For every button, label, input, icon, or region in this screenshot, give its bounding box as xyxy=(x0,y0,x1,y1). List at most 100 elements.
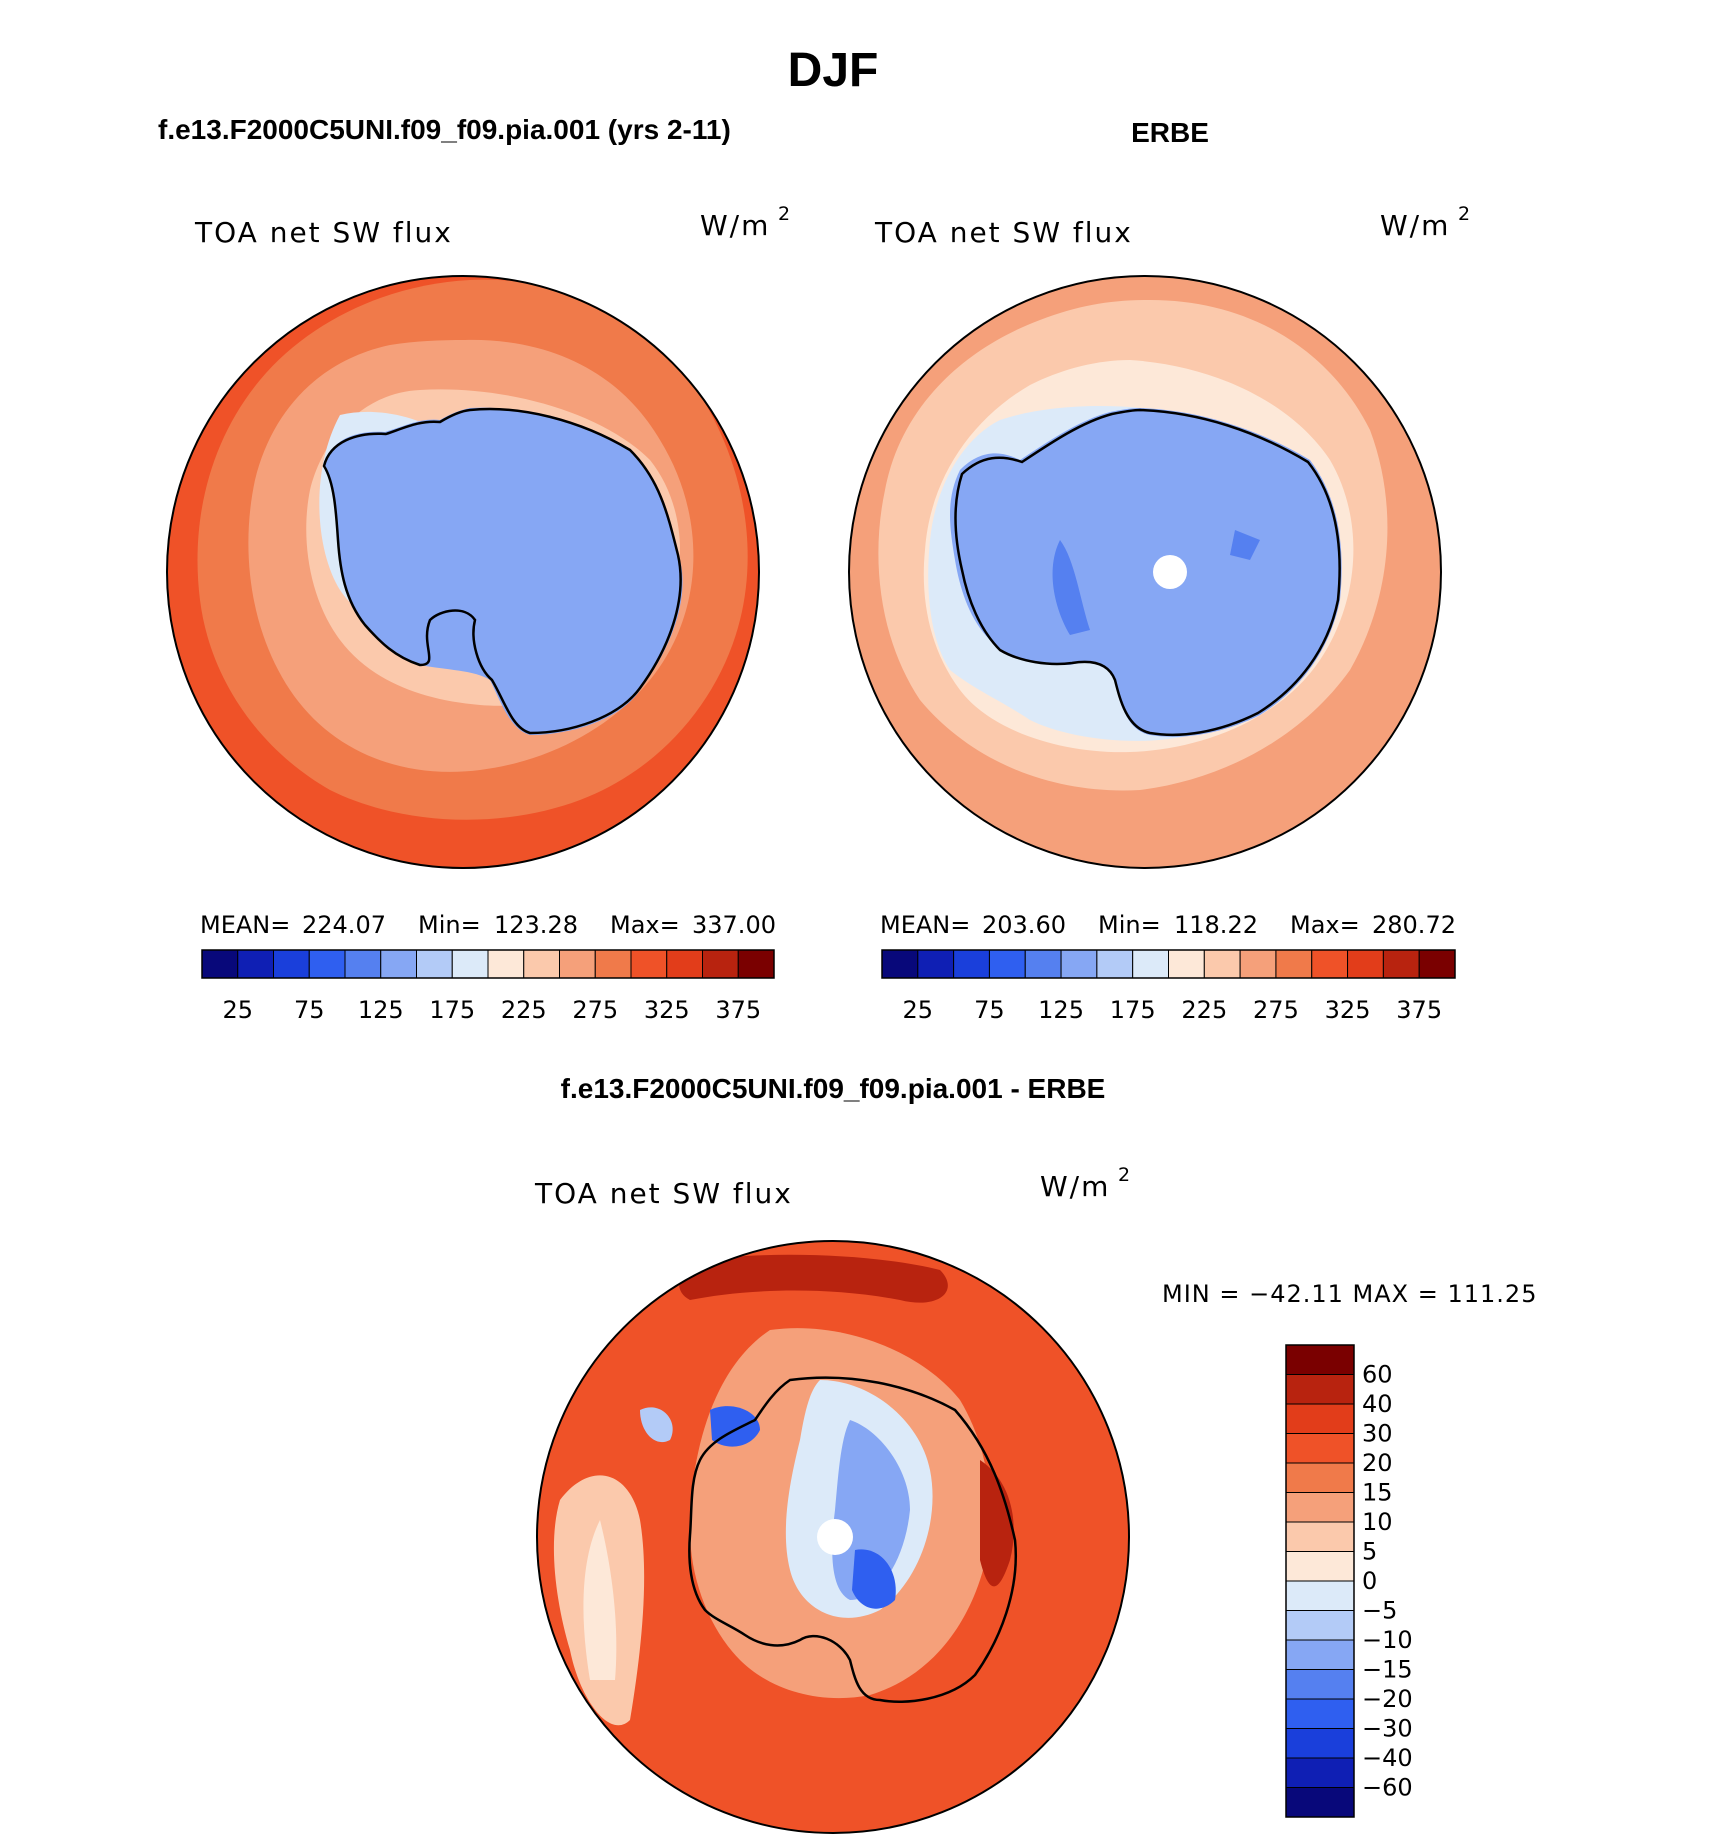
colorbar-swatch-5 xyxy=(1285,1492,1355,1523)
colorbar-tick-label: 375 xyxy=(1396,996,1442,1024)
colorbar-swatch-6 xyxy=(416,949,453,979)
colorbar-swatch-14 xyxy=(1285,1757,1355,1788)
colorbar-swatch-4 xyxy=(1285,1462,1355,1493)
colorbar-tick-label: 325 xyxy=(1325,996,1371,1024)
panel2-max-value: 280.72 xyxy=(1372,911,1456,939)
colorbar-tick-label: 275 xyxy=(1253,996,1299,1024)
colorbar-tick-label: 125 xyxy=(358,996,404,1024)
colorbar-swatch-0 xyxy=(201,949,239,979)
colorbar-swatch-8 xyxy=(1168,949,1205,979)
colorbar-tick-label: 30 xyxy=(1362,1420,1393,1448)
panel2-stats: MEAN= 203.60 Min= 118.22 Max= 280.72 xyxy=(880,911,1456,939)
colorbar-tick-label: 175 xyxy=(429,996,475,1024)
colorbar-swatch-15 xyxy=(1285,1787,1355,1818)
colorbar-frame xyxy=(201,949,775,979)
panel2-map xyxy=(849,276,1441,868)
colorbar-swatch-12 xyxy=(1285,1698,1355,1729)
panel2-map-border xyxy=(848,275,1442,869)
colorbar-frame xyxy=(881,949,1456,979)
colorbar-swatch-9 xyxy=(1285,1610,1355,1641)
colorbar-swatch-12 xyxy=(630,949,668,979)
panel2-field-low-b xyxy=(1230,530,1260,560)
colorbar-frame xyxy=(1285,1344,1355,1818)
colorbar-tick-label: 10 xyxy=(1362,1508,1393,1536)
panel1-coastline xyxy=(322,407,682,735)
colorbar-tick-label: 15 xyxy=(1362,1479,1393,1507)
colorbar-tick-label: 5 xyxy=(1362,1538,1377,1566)
panel3-field-neg-e xyxy=(640,1407,673,1443)
colorbar-swatch-2 xyxy=(1285,1403,1355,1434)
colorbar-tick-label: 225 xyxy=(501,996,547,1024)
panel1-min-label: Min= xyxy=(418,911,481,939)
panel2-min-label: Min= xyxy=(1098,911,1161,939)
panel2-field-low-a xyxy=(1052,540,1090,635)
panel2-title: ERBE xyxy=(1131,117,1209,148)
panel1-units-exp: 2 xyxy=(778,203,790,225)
panel3-units-exp: 2 xyxy=(1118,1164,1130,1186)
colorbar-swatch-11 xyxy=(1275,949,1313,979)
colorbar-swatch-0 xyxy=(1285,1344,1355,1375)
colorbar-swatch-4 xyxy=(344,949,382,979)
colorbar-tick-label: 375 xyxy=(715,996,761,1024)
panel2-coastline xyxy=(954,408,1341,737)
colorbar-swatch-15 xyxy=(1418,949,1456,979)
panel1-max-label: Max= xyxy=(610,911,680,939)
colorbar-swatch-11 xyxy=(1285,1669,1355,1700)
colorbar-swatch-14 xyxy=(1382,949,1420,979)
colorbar-tick-label: −40 xyxy=(1362,1744,1413,1772)
panel2-mean-label: MEAN= xyxy=(880,911,970,939)
panel3-minmax: MIN = −42.11 MAX = 111.25 xyxy=(1162,1280,1537,1308)
colorbar-swatch-15 xyxy=(737,949,775,979)
colorbar-swatch-2 xyxy=(273,949,310,979)
colorbar-swatch-3 xyxy=(1285,1433,1355,1464)
colorbar-swatch-1 xyxy=(1285,1374,1355,1405)
colorbar-tick-label: 225 xyxy=(1181,996,1227,1024)
colorbar-swatch-14 xyxy=(702,949,739,979)
panel3-field-neg-b xyxy=(832,1420,910,1600)
colorbar-swatch-1 xyxy=(237,949,274,979)
panel3-field-hi-north xyxy=(679,1254,948,1303)
panel2-units: W/m 2 xyxy=(1380,203,1470,242)
panel1-mean-label: MEAN= xyxy=(200,911,290,939)
panel2-colorbar: 25 75 125 175 225 275 325 375 xyxy=(881,949,1456,1024)
colorbar-swatch-13 xyxy=(666,949,703,979)
panel1-min-value: 123.28 xyxy=(494,911,578,939)
colorbar-swatch-7 xyxy=(1285,1551,1355,1582)
panel2-units-base: W/m xyxy=(1380,209,1450,242)
colorbar-tick-label: −15 xyxy=(1362,1656,1413,1684)
panel1-field-antarctica xyxy=(325,407,683,735)
panel1-map xyxy=(167,276,759,868)
colorbar-swatch-6 xyxy=(1096,949,1134,979)
panel1-map-border xyxy=(166,275,760,869)
colorbar-tick-label: 75 xyxy=(294,996,325,1024)
panel2-field-antarctica xyxy=(950,408,1342,737)
colorbar-swatch-3 xyxy=(308,949,346,979)
panel1-max-value: 337.00 xyxy=(692,911,776,939)
panel3-title: f.e13.F2000C5UNI.f09_f09.pia.001 - ERBE xyxy=(561,1073,1106,1104)
colorbar-swatch-8 xyxy=(1285,1580,1355,1611)
colorbar-swatch-1 xyxy=(917,949,955,979)
panel2-units-exp: 2 xyxy=(1458,203,1470,225)
colorbar-tick-label: −10 xyxy=(1362,1626,1413,1654)
colorbar-swatch-4 xyxy=(1024,949,1062,979)
panel2-min-value: 118.22 xyxy=(1174,911,1258,939)
colorbar-swatch-10 xyxy=(1285,1639,1355,1670)
colorbar-tick-label: 125 xyxy=(1038,996,1084,1024)
colorbar-swatch-5 xyxy=(380,949,417,979)
panel1-colorbar: 25 75 125 175 225 275 325 375 xyxy=(201,949,775,1024)
colorbar-tick-label: −20 xyxy=(1362,1685,1413,1713)
panel3-map-border xyxy=(536,1240,1130,1834)
colorbar-tick-label: 25 xyxy=(222,996,253,1024)
panel3-field-low-west-core xyxy=(583,1520,617,1680)
colorbar-tick-label: −30 xyxy=(1362,1715,1413,1743)
panel2-max-label: Max= xyxy=(1290,911,1360,939)
colorbar-swatch-12 xyxy=(1311,949,1349,979)
colorbar-swatch-0 xyxy=(881,949,919,979)
panel1-mean-value: 224.07 xyxy=(302,911,386,939)
colorbar-tick-label: 175 xyxy=(1110,996,1156,1024)
colorbar-tick-label: 20 xyxy=(1362,1449,1393,1477)
colorbar-tick-label: 40 xyxy=(1362,1390,1393,1418)
panel3-map xyxy=(537,1241,1129,1833)
